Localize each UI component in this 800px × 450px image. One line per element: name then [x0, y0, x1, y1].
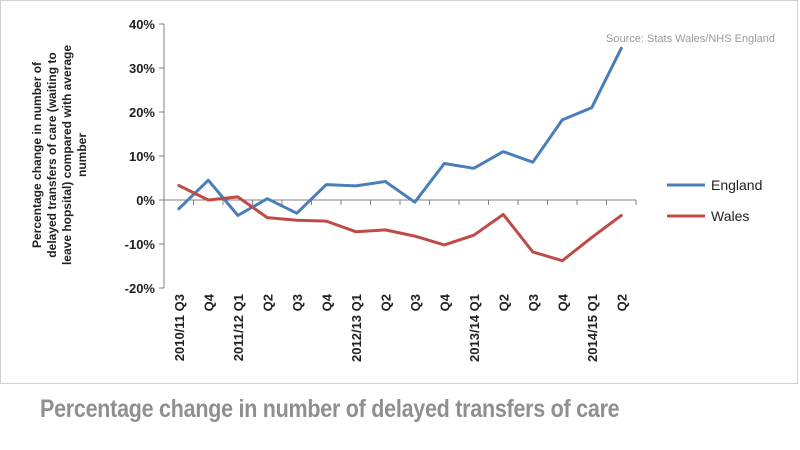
y-axis-ticks: -20% -10% 0% 10% 20% 30% 40% [125, 17, 164, 296]
x-tick-label: 2011/12 Q1 [231, 294, 246, 361]
axes [163, 24, 636, 288]
y-axis-title: Percentage change in number ofdelayed tr… [30, 45, 89, 265]
y-tick-label: -10% [125, 237, 156, 252]
y-tick-label: -20% [125, 281, 156, 296]
chart-frame [0, 0, 798, 384]
x-tick-label: Q2 [260, 294, 275, 311]
line-chart: Source: Stats Wales/NHS England Percenta… [30, 17, 775, 362]
y-tick-label: 40% [129, 17, 155, 32]
x-tick-label: Q4 [437, 293, 452, 311]
series-line-wales [177, 184, 623, 263]
x-tick-label: Q2 [378, 294, 393, 311]
x-tick-label: 2013/14 Q1 [467, 294, 482, 362]
x-tick-label: Q4 [319, 293, 334, 311]
x-tick-label: Q3 [408, 294, 423, 311]
x-tick-label: Q2 [614, 294, 629, 311]
y-axis-title-line: delayed transfers of care (waiting to [45, 52, 59, 257]
y-axis-title-line: Percentage change in number of [30, 61, 44, 248]
y-axis-title-line: leave hopsital) compared with average [60, 45, 74, 265]
series-line-england [177, 46, 623, 217]
x-tick-label: 2010/11 Q3 [172, 294, 187, 361]
y-tick-label: 10% [129, 149, 155, 164]
x-tick-label: Q4 [201, 293, 216, 311]
chart-title: Percentage change in number of delayed t… [40, 395, 620, 423]
x-tick-label: Q3 [526, 294, 541, 311]
x-tick-label: Q3 [290, 294, 305, 311]
series-lines [177, 46, 623, 263]
y-tick-label: 0% [136, 193, 155, 208]
y-axis-title-line: number [75, 133, 89, 177]
y-axis-label: Percentage change in number ofdelayed tr… [30, 45, 89, 265]
source-note: Source: Stats Wales/NHS England [606, 33, 775, 45]
x-tick-label: 2014/15 Q1 [585, 294, 600, 362]
y-tick-label: 30% [129, 61, 155, 76]
legend: England Wales [667, 177, 762, 224]
x-tick-label: Q2 [496, 294, 511, 311]
x-tick-label: Q4 [555, 293, 570, 311]
x-tick-label: 2012/13 Q1 [349, 294, 364, 362]
legend-label-england: England [711, 177, 762, 193]
y-tick-label: 20% [129, 105, 155, 120]
legend-label-wales: Wales [711, 208, 749, 224]
x-axis-ticks: 2010/11 Q3 Q4 2011/12 Q1 Q2 Q3 Q4 2012/13 Q1 Q2… [163, 200, 637, 362]
